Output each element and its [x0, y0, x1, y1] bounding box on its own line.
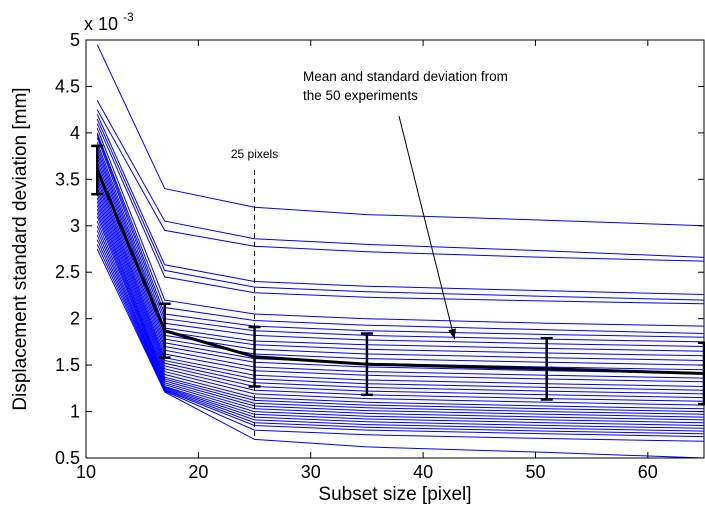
experiment-line-30: [96, 212, 705, 421]
experiment-line-14: [96, 153, 705, 361]
y-tick-label-3.5: 3.5: [55, 169, 80, 189]
x-tick-label-10: 10: [76, 462, 96, 482]
experiment-line-25: [96, 194, 705, 406]
axis-ticks: 10 20 30 40 50 60 0.5 1 1.5 2 2.5 3 3.5 4 4.5 5: [55, 30, 704, 482]
error-bar-35: [360, 332, 373, 397]
experiment-line-36: [96, 239, 705, 438]
mean-line: [95, 169, 705, 375]
annotation-arrow: [398, 115, 456, 340]
mean-annotation-line-2: the 50 experiments: [303, 88, 418, 103]
experiment-line-28: [96, 205, 705, 415]
y-tick-label-3: 3: [70, 216, 80, 236]
y-tick-label-0.5: 0.5: [55, 448, 80, 468]
mean-annotation-line-1: Mean and standard deviation from: [303, 69, 508, 84]
experiment-line-6: [96, 123, 705, 305]
reference-label: 25 pixels: [231, 147, 278, 161]
y-tick-label-1.5: 1.5: [55, 355, 80, 375]
y-axis-label: Displacement standard deviation [mm]: [10, 87, 31, 410]
y-tick-label-2.5: 2.5: [55, 262, 80, 282]
annotation-arrowhead: [448, 328, 457, 340]
y-tick-label-4: 4: [70, 123, 80, 143]
experiment-line-19: [96, 171, 705, 383]
x-axis-label: Subset size [pixel]: [318, 484, 471, 505]
x-tick-label-20: 20: [188, 462, 208, 482]
experiment-line-5: [96, 118, 705, 301]
error-bar-17: [158, 302, 171, 359]
y-exponent-label: x 10: [84, 14, 118, 34]
y-tick-label-1: 1: [70, 402, 80, 422]
experiment-line-7: [96, 128, 705, 327]
experiment-line-9: [96, 134, 705, 338]
experiment-line-22: [96, 182, 705, 395]
experiment-line-37: [96, 244, 705, 442]
experiment-line-15: [96, 156, 705, 366]
mean-with-error-bars: [91, 144, 705, 406]
experiment-line-17: [96, 164, 705, 374]
experiment-line-29: [96, 208, 705, 418]
experiment-line-1: [96, 44, 705, 227]
experiment-line-4: [96, 114, 705, 295]
experiment-line-35: [96, 234, 705, 435]
experiment-line-20: [96, 175, 705, 387]
experiment-line-23: [96, 186, 705, 399]
experiment-line-8: [96, 132, 705, 334]
experiment-line-12: [96, 145, 705, 352]
y-tick-label-5: 5: [70, 30, 80, 50]
experiment-line-21: [96, 179, 705, 391]
annotations: 25 pixels Mean and standard deviation fr…: [231, 69, 508, 436]
experiment-line-11: [96, 142, 705, 347]
experiment-line-33: [96, 225, 705, 429]
y-tick-label-2: 2: [70, 309, 80, 329]
error-bar-51: [540, 336, 553, 401]
x-tick-label-60: 60: [638, 462, 658, 482]
experiment-line-38: [96, 248, 705, 459]
experiment-line-34: [96, 230, 705, 432]
x-tick-label-40: 40: [413, 462, 433, 482]
experiment-line-27: [96, 201, 705, 413]
plot-frame: [85, 39, 705, 459]
y-tick-label-4.5: 4.5: [55, 76, 80, 96]
x-tick-label-30: 30: [301, 462, 321, 482]
experiment-line-2: [96, 100, 705, 258]
experiment-line-18: [96, 168, 705, 379]
experiment-line-3: [96, 109, 705, 262]
experiment-line-10: [96, 137, 705, 343]
experiment-line-26: [96, 197, 705, 410]
experiment-line-32: [96, 220, 705, 426]
experiment-lines: [96, 44, 705, 459]
error-bar-11: [91, 144, 104, 196]
x-tick-label-50: 50: [525, 462, 545, 482]
experiment-line-31: [96, 216, 705, 424]
y-exponent-power: -3: [123, 10, 134, 24]
experiment-line-24: [96, 190, 705, 402]
